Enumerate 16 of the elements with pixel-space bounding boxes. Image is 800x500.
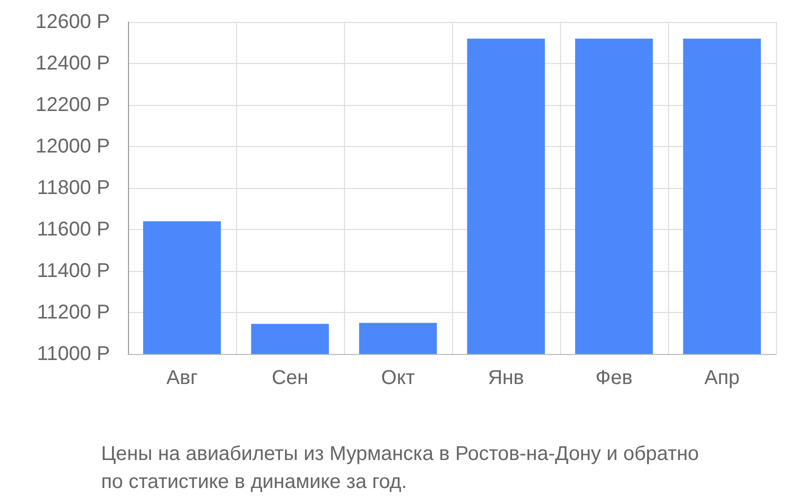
y-tick-label: 12400 Р xyxy=(35,52,110,74)
x-tick-label: Сен xyxy=(272,367,308,389)
x-tick-label: Апр xyxy=(704,367,740,389)
x-tick-label: Янв xyxy=(488,367,524,389)
y-tick-label: 11800 Р xyxy=(36,177,110,199)
y-tick-label: 12600 Р xyxy=(35,11,110,33)
y-tick-label: 12000 Р xyxy=(35,136,110,158)
x-tick-label: Авг xyxy=(166,367,198,389)
y-tick-label: 11600 Р xyxy=(36,218,110,240)
y-tick-label: 12200 Р xyxy=(35,94,110,116)
text: Цены на авиабилеты из Мурманска в Ростов-на-Дону и обратно по статистике в динамике за год. xyxy=(101,443,699,493)
y-tick-label: 11400 Р xyxy=(36,260,110,282)
y-tick-label: 11200 Р xyxy=(36,302,110,324)
y-tick-label: 11000 Р xyxy=(36,343,110,365)
x-tick-label: Окт xyxy=(381,367,415,389)
x-tick-label: Фев xyxy=(596,367,632,389)
